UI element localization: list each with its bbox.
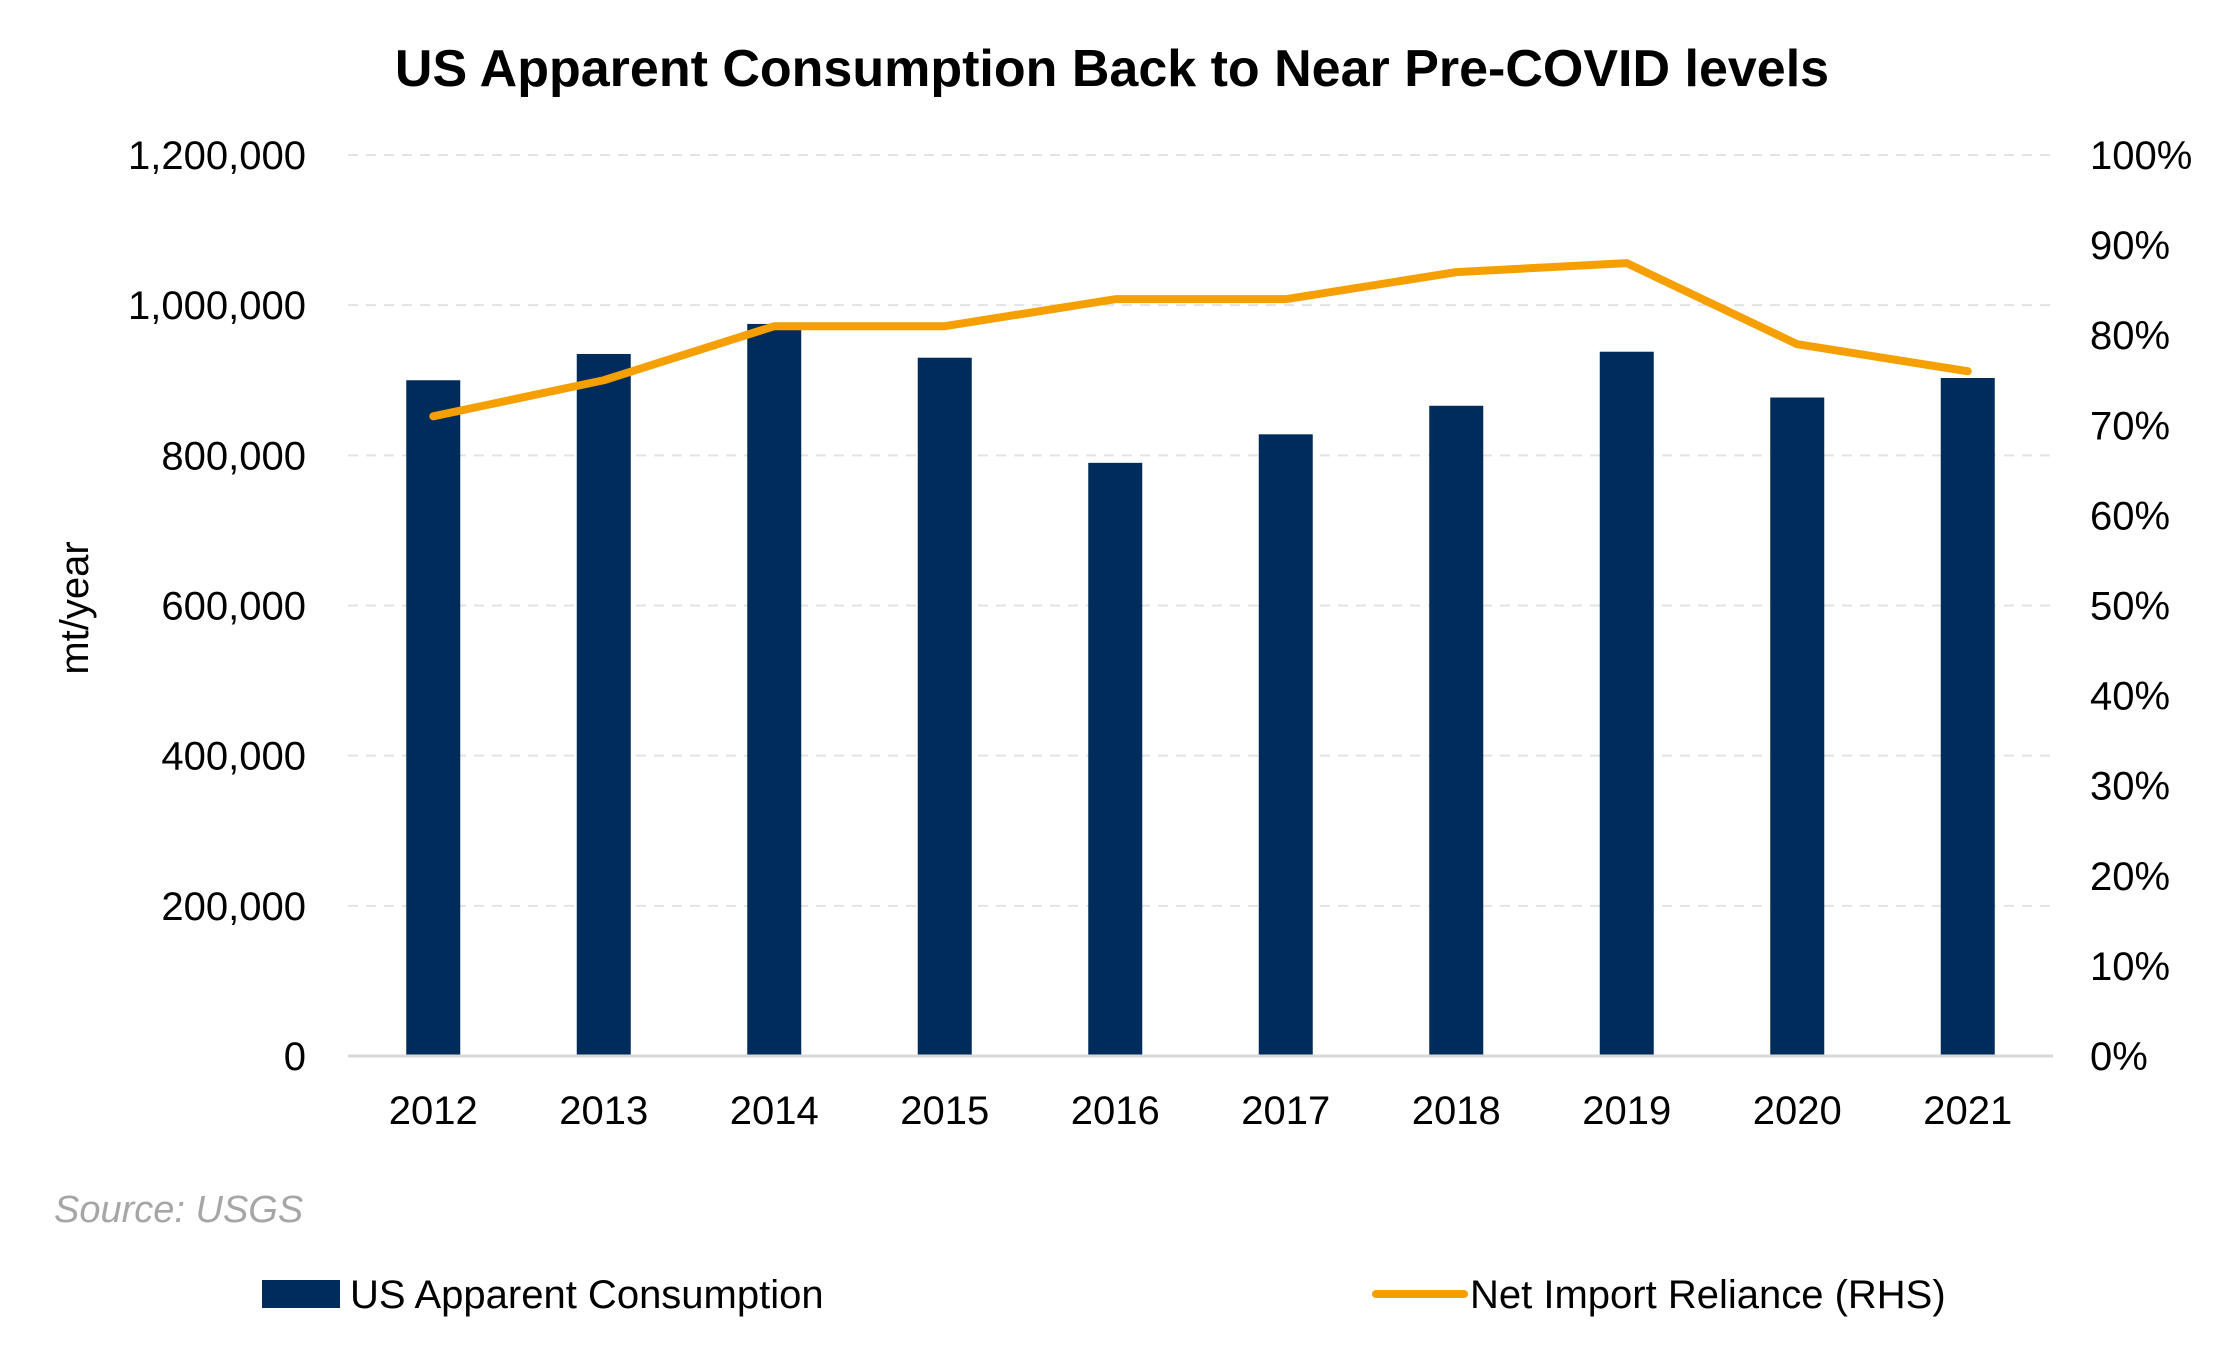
x-tick-label: 2014 xyxy=(730,1089,819,1133)
y-tick-label: 600,000 xyxy=(161,585,306,629)
bar-2012 xyxy=(406,380,460,1056)
bar-2018 xyxy=(1429,406,1483,1056)
y2-tick-label: 80% xyxy=(2090,314,2170,358)
bar-series xyxy=(406,324,1995,1056)
legend: US Apparent Consumption Net Import Relia… xyxy=(262,1273,1946,1317)
legend-swatch-consumption xyxy=(262,1280,340,1308)
x-axis-ticks: 2012 2013 2014 2015 2016 2017 2018 2019 2020 2021 xyxy=(389,1089,2012,1133)
x-tick-label: 2020 xyxy=(1753,1089,1842,1133)
bar-2019 xyxy=(1600,352,1654,1056)
x-tick-label: 2021 xyxy=(1923,1089,2012,1133)
bar-2016 xyxy=(1088,463,1142,1056)
legend-label-import-reliance: Net Import Reliance (RHS) xyxy=(1470,1273,1946,1317)
x-tick-label: 2018 xyxy=(1412,1089,1501,1133)
y2-tick-label: 0% xyxy=(2090,1035,2148,1079)
y2-tick-label: 100% xyxy=(2090,134,2192,178)
x-tick-label: 2019 xyxy=(1582,1089,1671,1133)
y-tick-label: 1,200,000 xyxy=(128,134,306,178)
y2-tick-label: 20% xyxy=(2090,855,2170,899)
y2-tick-label: 90% xyxy=(2090,224,2170,268)
bar-2020 xyxy=(1770,398,1824,1056)
bar-2017 xyxy=(1259,434,1313,1056)
y-tick-label: 400,000 xyxy=(161,735,306,779)
y-axis-label: mt/year xyxy=(53,541,97,674)
bar-2014 xyxy=(747,324,801,1056)
x-tick-label: 2012 xyxy=(389,1089,478,1133)
y-tick-label: 200,000 xyxy=(161,885,306,929)
x-tick-label: 2016 xyxy=(1071,1089,1160,1133)
import-reliance-line xyxy=(433,263,1968,416)
y-tick-label: 800,000 xyxy=(161,434,306,478)
source-note: Source: USGS xyxy=(54,1189,303,1231)
y-axis-left-ticks: 0 200,000 400,000 600,000 800,000 1,000,000 1,… xyxy=(128,134,306,1079)
bar-2013 xyxy=(577,354,631,1056)
chart-title: US Apparent Consumption Back to Near Pre… xyxy=(395,40,1829,98)
y2-tick-label: 10% xyxy=(2090,945,2170,989)
y-axis-right-ticks: 0% 10% 20% 30% 40% 50% 60% 70% 80% 90% 100% xyxy=(2090,134,2192,1079)
line-series xyxy=(433,263,1968,416)
y-tick-label: 0 xyxy=(284,1035,306,1079)
bar-2015 xyxy=(918,358,972,1056)
y-tick-label: 1,000,000 xyxy=(128,284,306,328)
y2-tick-label: 30% xyxy=(2090,765,2170,809)
y2-tick-label: 60% xyxy=(2090,494,2170,538)
x-tick-label: 2015 xyxy=(900,1089,989,1133)
y2-tick-label: 50% xyxy=(2090,585,2170,629)
bar-2021 xyxy=(1941,378,1995,1056)
x-tick-label: 2017 xyxy=(1241,1089,1330,1133)
legend-label-consumption: US Apparent Consumption xyxy=(350,1273,824,1317)
y2-tick-label: 40% xyxy=(2090,675,2170,719)
x-tick-label: 2013 xyxy=(559,1089,648,1133)
y2-tick-label: 70% xyxy=(2090,404,2170,448)
